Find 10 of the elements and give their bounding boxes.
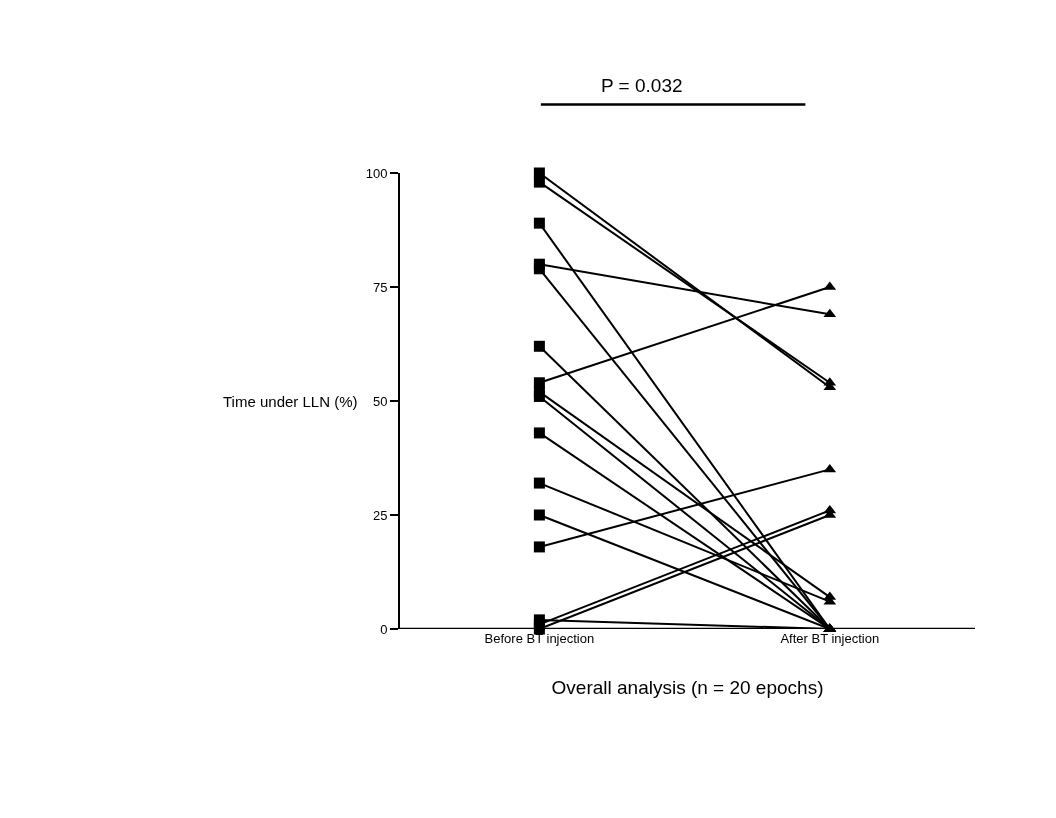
y-axis-title: Time under LLN (%) — [223, 393, 358, 410]
y-tick-label: 50 — [372, 393, 388, 409]
y-tick-label: 0 — [380, 621, 388, 637]
x-tick-label: Before BT injection — [484, 631, 595, 646]
x-axis-title: Overall analysis (n = 20 epochs) — [551, 676, 824, 698]
y-tick-label: 100 — [365, 165, 388, 181]
x-tick-label: After BT injection — [780, 631, 880, 646]
y-tick-label: 75 — [372, 279, 388, 295]
text: P = 0.032 — [601, 75, 683, 96]
y-tick-label: 25 — [372, 507, 388, 523]
